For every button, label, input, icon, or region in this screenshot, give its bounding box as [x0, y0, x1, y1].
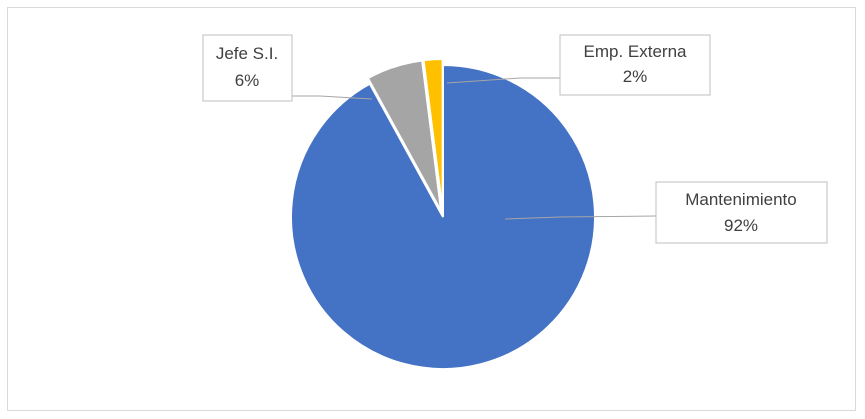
data-label-jefe-si: Jefe S.I. 6%	[202, 34, 373, 102]
data-label-emp-externa: Emp. Externa 2%	[446, 34, 711, 96]
callouts-layer: Emp. Externa 2% Jefe S.I. 6% Mantenimien…	[202, 34, 828, 244]
callout-box-jefe-si	[202, 34, 293, 102]
leader-line-jefe-si	[292, 95, 373, 100]
pie-slice-jefe-s-i	[366, 59, 443, 212]
pie-slice-emp-externa	[422, 58, 444, 212]
pie-slice-mantenimiento	[290, 63, 596, 370]
callout-name-mantenimiento: Mantenimiento	[685, 190, 797, 209]
callout-name-emp-externa: Emp. Externa	[584, 42, 688, 61]
callout-box-mantenimiento	[655, 181, 828, 244]
slices-layer	[290, 58, 596, 370]
leader-line-emp-externa	[446, 77, 560, 84]
callout-box-emp-externa	[559, 34, 711, 96]
callout-percent-emp-externa: 2%	[623, 67, 648, 86]
callout-name-jefe-si: Jefe S.I.	[216, 44, 278, 63]
leader-line-mantenimiento	[504, 215, 657, 220]
callout-percent-mantenimiento: 92%	[724, 216, 758, 235]
callout-percent-jefe-si: 6%	[235, 71, 260, 90]
data-label-mantenimiento: Mantenimiento 92%	[504, 181, 828, 244]
